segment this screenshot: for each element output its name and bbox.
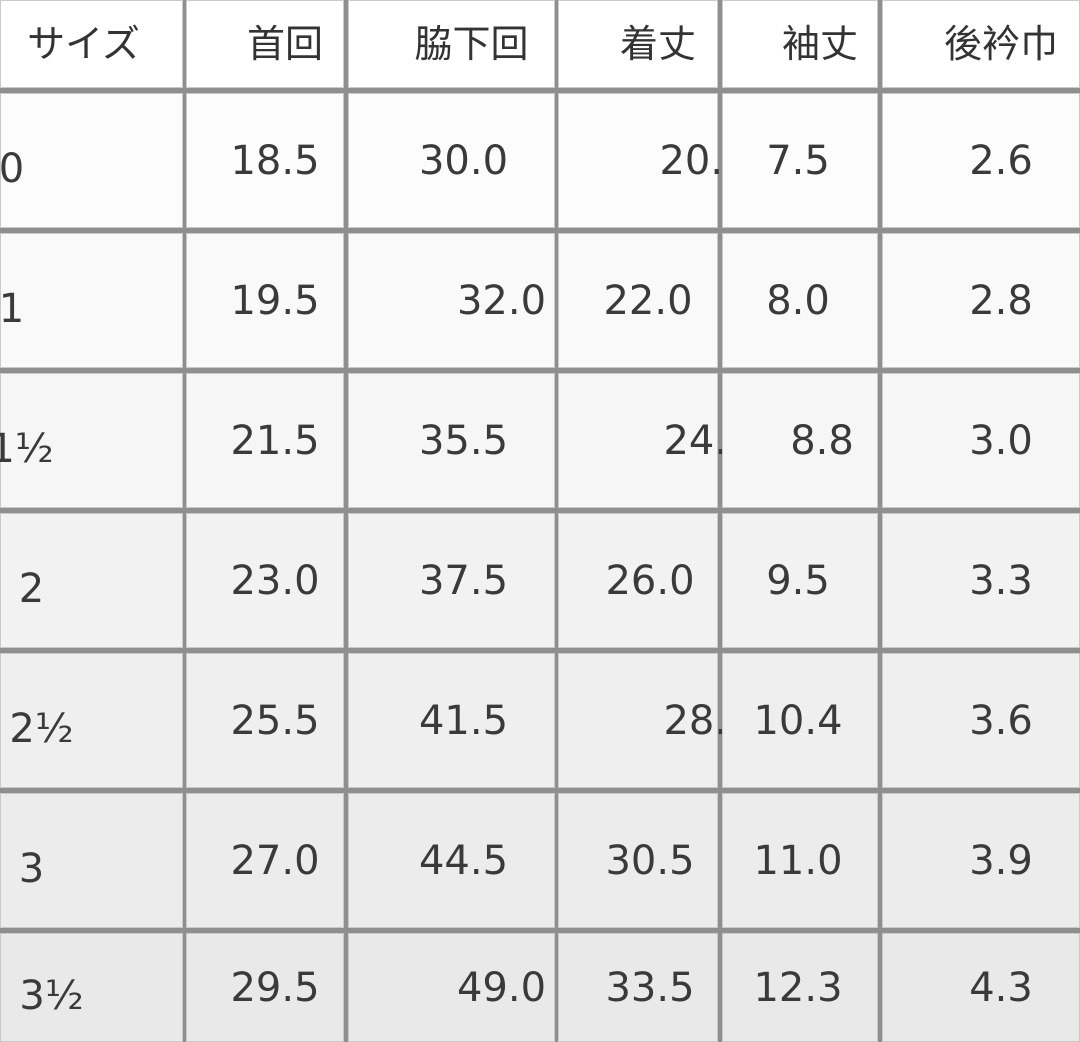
cell-value: 33.5 (605, 964, 695, 1011)
header-label: 脇下回 (414, 21, 529, 66)
cell-sleeve: 11.0 (722, 793, 878, 928)
cell-sleeve: 9.5 (722, 513, 878, 648)
cell-value: 1½ (0, 425, 54, 472)
cell-value: 27.0 (230, 837, 320, 884)
cell-length: 33.5 (558, 933, 718, 1042)
cell-value: 8.0 (766, 277, 830, 324)
cell-back-collar: 3.3 (882, 513, 1080, 648)
cell-sleeve: 7.5 (722, 93, 878, 228)
cell-value: 44.5 (418, 837, 509, 884)
cell-neck: 29.5 (186, 933, 344, 1042)
cell-neck: 25.5 (186, 653, 344, 788)
cell-neck: 27.0 (186, 793, 344, 928)
cell-value: 19.5 (230, 277, 320, 324)
cell-size: 1 (0, 233, 183, 368)
cell-underarm: 32.0 (348, 233, 555, 368)
cell-value: 3.9 (969, 837, 1033, 884)
cell-underarm: 37.5 (348, 513, 555, 648)
cell-length: 26.0 (558, 513, 718, 648)
cell-length: 28.5 (558, 653, 753, 788)
cell-back-collar: 4.3 (882, 933, 1080, 1042)
cell-size: 0 (0, 93, 183, 228)
cell-sleeve: 12.3 (722, 933, 878, 1042)
cell-value: 21.5 (230, 417, 320, 464)
cell-back-collar: 3.9 (882, 793, 1080, 928)
cell-value: 9.5 (766, 557, 830, 604)
cell-value: 3½ (19, 972, 84, 1019)
cell-value: 1 (0, 285, 25, 332)
cell-length: 20.5 (558, 93, 749, 228)
header-sleeve: 袖丈 (722, 0, 878, 88)
cell-value: 8.8 (790, 417, 854, 464)
cell-size: 2 (0, 513, 183, 648)
header-back-collar: 後衿巾 (882, 0, 1080, 88)
cell-back-collar: 2.6 (882, 93, 1080, 228)
cell-value: 7.5 (766, 137, 830, 184)
header-underarm: 脇下回 (348, 0, 555, 88)
cell-back-collar: 3.0 (882, 373, 1080, 508)
cell-neck: 23.0 (186, 513, 344, 648)
cell-underarm: 41.5 (348, 653, 555, 788)
cell-back-collar: 3.6 (882, 653, 1080, 788)
cell-sleeve: 10.4 (722, 653, 878, 788)
cell-neck: 21.5 (186, 373, 344, 508)
cell-length: 30.5 (558, 793, 718, 928)
cell-size: 3 (0, 793, 183, 928)
cell-value: 25.5 (230, 697, 320, 744)
cell-back-collar: 2.8 (882, 233, 1080, 368)
cell-value: 23.0 (230, 557, 320, 604)
header-label: 着丈 (619, 21, 696, 66)
header-neck: 首回 (186, 0, 344, 88)
cell-underarm: 35.5 (348, 373, 555, 508)
cell-length: 24.0 (558, 373, 753, 508)
header-label: 袖丈 (781, 21, 858, 66)
cell-neck: 18.5 (186, 93, 344, 228)
cell-value: 37.5 (418, 557, 509, 604)
cell-value: 30.5 (605, 837, 695, 884)
cell-value: 3.3 (969, 557, 1033, 604)
cell-sleeve: 8.0 (722, 233, 878, 368)
cell-size: 2½ (0, 653, 183, 788)
cell-underarm: 49.0 (348, 933, 555, 1042)
cell-value: 22.0 (603, 277, 693, 324)
cell-underarm: 30.0 (348, 93, 555, 228)
cell-value: 35.5 (418, 417, 509, 464)
cell-value: 30.0 (418, 137, 509, 184)
header-size: サイズ (0, 0, 183, 88)
cell-value: 2 (18, 565, 45, 612)
cell-value: 2½ (9, 705, 74, 752)
cell-sleeve: 8.8 (722, 373, 878, 508)
cell-size: 1½ (0, 373, 183, 508)
cell-value: 3.0 (969, 417, 1033, 464)
cell-value: 32.0 (456, 277, 547, 324)
cell-value: 41.5 (418, 697, 509, 744)
cell-value: 12.3 (753, 964, 843, 1011)
cell-value: 11.0 (753, 837, 843, 884)
cell-value: 4.3 (969, 964, 1033, 1011)
cell-value: 26.0 (605, 557, 695, 604)
cell-value: 2.6 (969, 137, 1033, 184)
cell-value: 10.4 (753, 697, 843, 744)
header-length: 着丈 (558, 0, 718, 88)
header-label: サイズ (27, 21, 140, 66)
cell-value: 49.0 (456, 964, 547, 1011)
cell-value: 3 (18, 845, 45, 892)
header-label: 首回 (246, 21, 323, 66)
cell-size: 3½ (0, 933, 183, 1042)
cell-value: 18.5 (230, 137, 320, 184)
cell-length: 22.0 (558, 233, 718, 368)
cell-underarm: 44.5 (348, 793, 555, 928)
cell-value: 0 (0, 145, 25, 192)
cell-value: 2.8 (969, 277, 1033, 324)
cell-value: 3.6 (969, 697, 1033, 744)
header-label: 後衿巾 (943, 21, 1058, 66)
cell-neck: 19.5 (186, 233, 344, 368)
cell-value: 29.5 (230, 964, 320, 1011)
